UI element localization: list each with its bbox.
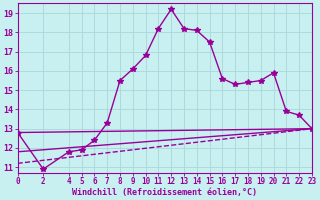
X-axis label: Windchill (Refroidissement éolien,°C): Windchill (Refroidissement éolien,°C): [72, 188, 257, 197]
